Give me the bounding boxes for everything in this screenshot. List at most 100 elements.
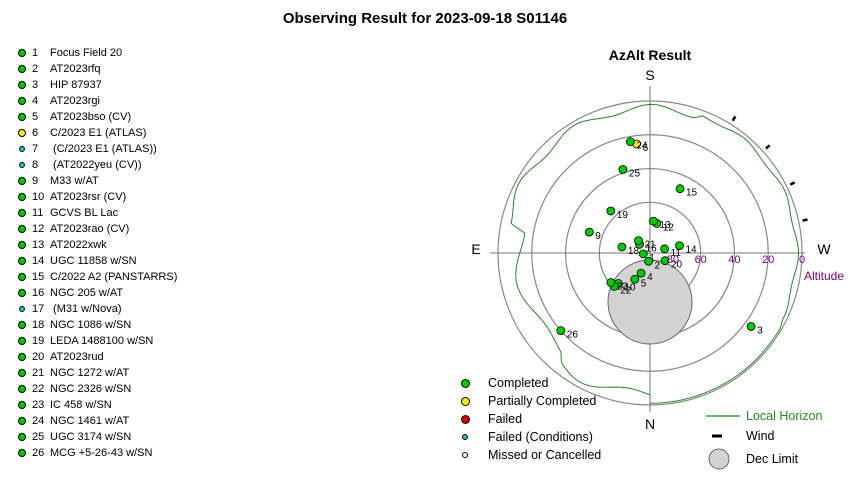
target-number: 11 [32,207,44,219]
legend-horizon-label: Local Horizon [746,409,823,423]
local-horizon-line [510,103,800,404]
target-row: 21 NGC 1272 w/AT [18,365,177,381]
altitude-tick: 0 [799,254,805,266]
target-row: 3 HIP 87937 [18,77,177,93]
target-row: 8 (AT2022yeu (CV)) [18,157,177,173]
failed-conditions-dot-icon [462,434,468,440]
target-row: 25 UGC 3174 w/SN [18,429,177,445]
target-number: 16 [32,287,45,299]
altitude-tick: 80 [667,254,679,266]
target-number: 13 [32,239,45,251]
status-dot-icon [18,433,26,441]
target-row: 18 NGC 1086 w/SN [18,317,177,333]
status-dot-icon [18,369,26,377]
target-row: 5 AT2023bso (CV) [18,109,177,125]
target-point-label: 4 [647,272,653,283]
target-point-label: 6 [643,143,649,154]
status-dot-icon [18,97,26,105]
target-number: 10 [32,191,45,203]
target-name: NGC 1086 w/SN [50,319,132,331]
status-dot-icon [18,337,26,345]
dec-limit-icon [708,448,730,470]
target-point-label: 24 [636,141,648,152]
target-point [606,206,616,216]
target-number: 1 [32,47,39,59]
direction-e: E [471,241,480,257]
target-point-label: 12 [663,222,675,233]
target-point-label: 5 [641,278,647,289]
target-row: 24 NGC 1461 w/AT [18,413,177,429]
target-row: 9 M33 w/AT [18,173,177,189]
target-number: 20 [32,351,45,363]
chart-title: AzAlt Result [609,47,692,63]
target-row: 16 NGC 205 w/AT [18,285,177,301]
target-row: 1 Focus Field 20 [18,45,177,61]
target-name: IC 458 w/SN [50,399,112,411]
target-point [584,227,594,237]
status-dot-icon [18,49,26,57]
wind-mark [731,115,737,122]
target-name: AT2023rsr (CV) [50,191,127,203]
target-name: GCVS BL Lac [50,207,119,219]
target-number: 9 [32,175,39,187]
target-number: 26 [32,447,45,459]
target-row: 23 IC 458 w/SN [18,397,177,413]
target-name: UGC 3174 w/SN [50,431,132,443]
target-name: (M31 w/Nova) [50,303,122,315]
target-point [556,326,566,336]
target-point-label: 21 [645,240,657,251]
target-name: HIP 87937 [50,79,102,91]
legend-missed: Missed or Cancelled [458,446,601,464]
legend-dec-limit-label: Dec Limit [746,452,799,466]
target-row: 15 C/2022 A2 (PANSTARRS) [18,269,177,285]
target-number: 7 [32,143,39,155]
target-row: 22 NGC 2326 w/SN [18,381,177,397]
altitude-tick: 20 [762,254,774,266]
legend-dec-limit: Dec Limit [706,446,822,472]
target-point [606,278,616,287]
target-row: 13 AT2022xwk [18,237,177,253]
status-dot-icon [18,177,26,185]
target-row: 11 GCVS BL Lac [18,205,177,221]
target-number: 22 [32,383,45,395]
target-point-label: 9 [595,231,601,242]
target-number: 8 [32,159,39,171]
target-number: 5 [32,111,39,123]
target-name: Focus Field 20 [50,47,123,59]
target-point-label: 23 [617,282,629,293]
legend-completed: Completed [458,374,601,392]
target-point-label: 3 [757,326,763,337]
target-point [617,242,627,252]
target-row: 2 AT2023rfq [18,61,177,77]
target-number: 24 [32,415,45,427]
overlay-legend: Local Horizon Wind Dec Limit [706,406,822,472]
status-dot-icon [18,257,26,265]
target-point-label: 22 [620,285,632,296]
target-row: 4 AT2023rgi [18,93,177,109]
horizon-line-icon [706,415,740,417]
altitude-tick-labels: 80 60 40 20 0 [667,254,805,266]
status-dot-icon [18,289,26,297]
legend-wind: Wind [706,426,822,446]
target-name: (AT2022yeu (CV)) [50,159,142,171]
status-dot-icon [18,401,26,409]
target-row: 17 (M31 w/Nova) [18,301,177,317]
target-number: 17 [32,303,45,315]
target-number: 23 [32,399,45,411]
status-dot-icon [18,225,26,233]
legend-failed-label: Failed [488,412,523,426]
target-row: 19 LEDA 1488100 w/SN [18,333,177,349]
legend-partial-label: Partially Completed [488,394,597,408]
status-dot-icon [19,162,25,168]
wind-mark-icon [712,434,722,438]
target-point-label: 25 [629,169,641,180]
target-number: 3 [32,79,39,91]
target-point-label: 1 [649,253,655,264]
target-point [746,322,756,331]
target-number: 2 [32,63,39,75]
target-name: NGC 2326 w/SN [50,383,132,395]
target-point-label: 15 [686,188,698,199]
altitude-tick: 60 [695,254,707,266]
